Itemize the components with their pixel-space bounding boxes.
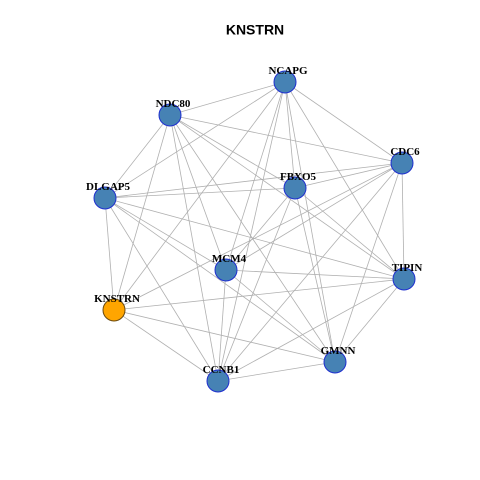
node-label: KNSTRN [94, 293, 140, 305]
edge [104, 197, 219, 382]
edges [104, 81, 405, 382]
edge [104, 81, 286, 199]
edge [284, 81, 403, 164]
edge [104, 197, 115, 311]
edge [169, 114, 227, 271]
edge [294, 187, 336, 363]
edge [217, 81, 286, 382]
node-label: GMNN [321, 345, 356, 357]
edge [217, 361, 336, 382]
edge [104, 114, 171, 199]
edge [225, 81, 286, 271]
edge [169, 81, 286, 116]
edge [113, 278, 405, 311]
edge [225, 269, 336, 363]
edge [217, 162, 403, 382]
node [323, 350, 347, 374]
node-label: TIPIN [392, 262, 423, 274]
node-label: NDC80 [156, 98, 191, 110]
node-label: CDC6 [390, 146, 420, 158]
edge [169, 114, 403, 164]
edge [113, 114, 171, 311]
node [273, 70, 297, 94]
node-label: CCNB1 [203, 364, 240, 376]
node-label: DLGAP5 [86, 181, 131, 193]
edge [225, 269, 405, 280]
node [283, 176, 307, 200]
edge [284, 81, 336, 363]
edge [217, 269, 227, 382]
edge [334, 162, 403, 363]
edge [113, 81, 286, 311]
edge [104, 197, 336, 363]
edge [284, 81, 405, 280]
edge [217, 278, 405, 382]
edge [104, 187, 296, 199]
edge [113, 162, 403, 311]
edge [104, 197, 227, 271]
nodes: NCAPG NDC80 CDC6 FBXO5 DLGAP5 MCM4 TIPIN KNSTRN… [86, 65, 423, 393]
edge [334, 278, 405, 363]
node [102, 298, 126, 322]
node-label: MCM4 [212, 253, 247, 265]
edge [284, 81, 296, 189]
edge [217, 187, 296, 382]
title: KNSTRN [226, 22, 284, 38]
node [93, 186, 117, 210]
edge [225, 187, 296, 271]
edge [104, 162, 403, 199]
node [390, 151, 414, 175]
edge [169, 114, 219, 382]
edge [294, 162, 403, 189]
node [206, 369, 230, 393]
edge [294, 187, 405, 280]
node [214, 258, 238, 282]
node [392, 267, 416, 291]
edge [113, 309, 219, 382]
edge [113, 309, 336, 363]
edge [225, 162, 403, 271]
node [158, 103, 182, 127]
edge [401, 162, 405, 280]
node-label: NCAPG [268, 65, 308, 77]
node-label: FBXO5 [280, 171, 317, 183]
